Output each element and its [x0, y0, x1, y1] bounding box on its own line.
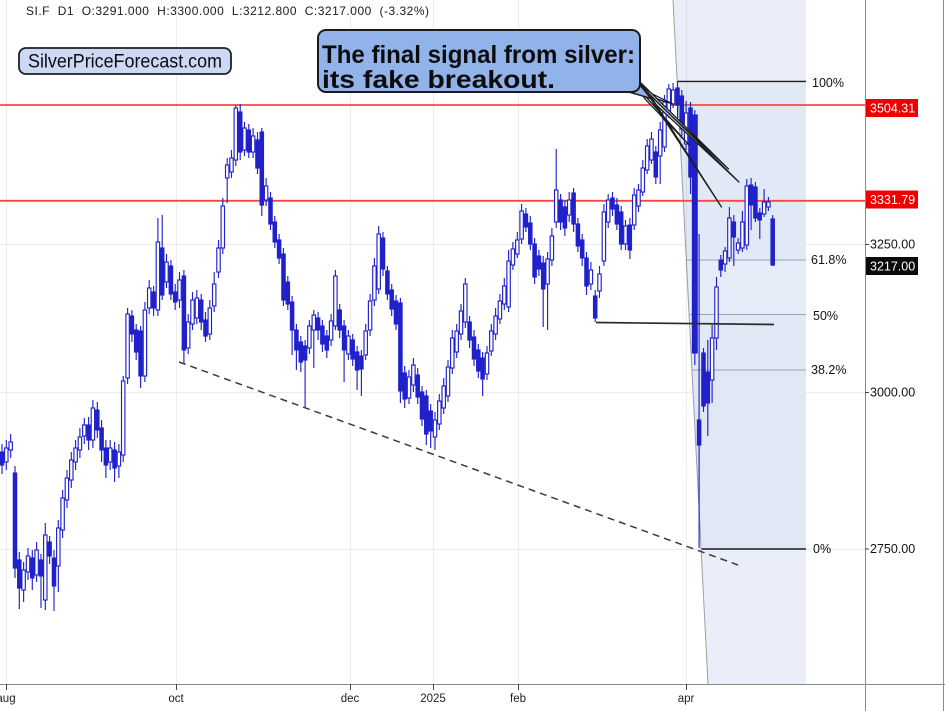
svg-text:apr: apr — [678, 693, 695, 705]
svg-text:dec: dec — [341, 693, 360, 705]
svg-text:2750.00: 2750.00 — [870, 542, 915, 556]
svg-text:its fake breakout.: its fake breakout. — [322, 66, 555, 94]
svg-text:38.2%: 38.2% — [811, 363, 846, 377]
svg-text:3504.31: 3504.31 — [870, 102, 915, 116]
svg-text:3000.00: 3000.00 — [870, 386, 915, 400]
svg-text:3250.00: 3250.00 — [870, 238, 915, 252]
svg-text:50%: 50% — [813, 309, 838, 323]
svg-text:The final signal from silver:: The final signal from silver: — [322, 41, 635, 69]
svg-text:61.8%: 61.8% — [811, 253, 846, 267]
svg-text:2025: 2025 — [420, 693, 446, 705]
svg-text:aug: aug — [0, 693, 16, 705]
svg-text:SI.F D1 O:3291.000 H:3300.0: SI.F D1 O:3291.000 H:3300.000 L:3212.800… — [26, 4, 429, 18]
svg-text:3217.00: 3217.00 — [870, 260, 915, 274]
svg-text:SilverPriceForecast.com: SilverPriceForecast.com — [28, 52, 222, 73]
svg-text:oct: oct — [168, 693, 184, 705]
svg-text:0%: 0% — [813, 542, 831, 556]
svg-text:feb: feb — [510, 693, 526, 705]
svg-text:100%: 100% — [812, 76, 844, 90]
svg-text:3331.79: 3331.79 — [870, 193, 915, 207]
